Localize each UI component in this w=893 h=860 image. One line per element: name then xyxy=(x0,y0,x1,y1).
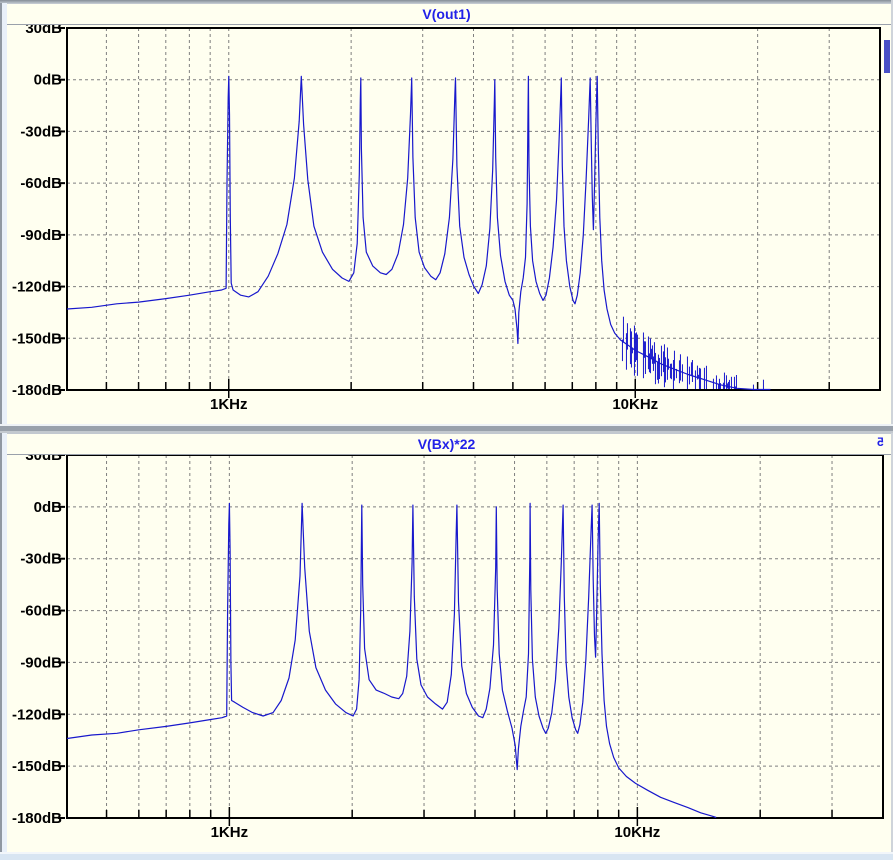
x-tick-label: 1KHz xyxy=(211,824,249,841)
pane2-left-edge xyxy=(0,433,7,852)
plot-canvas-vbx: 30dB0dB-30dB-60dB-90dB-120dB-150dB-180dB… xyxy=(12,447,884,841)
corner-glyph-icon: 5 xyxy=(877,435,884,449)
plot-canvas-vout1: 30dB0dB-30dB-60dB-90dB-120dB-150dB-180dB… xyxy=(12,20,881,413)
y-tick-label: -150dB xyxy=(12,758,62,775)
window-top-edge xyxy=(0,0,893,3)
y-tick-label: -30dB xyxy=(20,123,62,140)
x-tick-label: 10KHz xyxy=(614,824,660,841)
bottom-status-strip xyxy=(0,852,893,860)
trace-vout1[interactable] xyxy=(66,75,771,391)
y-tick-label: -60dB xyxy=(20,603,62,620)
y-tick-label: -180dB xyxy=(12,382,62,399)
y-tick-label: 0dB xyxy=(34,499,63,516)
y-tick-label: -60dB xyxy=(20,175,62,192)
plot-pane-vbx: 30dB 0dB -30dB -60dB -90dB -120dB -150dB -180dB… xyxy=(0,433,893,852)
plot1-title[interactable]: V(out1) xyxy=(422,6,471,22)
y-tick-label: -120dB xyxy=(12,706,62,723)
plot1-title-bar[interactable]: V(out1) xyxy=(0,3,893,25)
y-tick-label: -150dB xyxy=(12,330,62,347)
scrollbar-thumb[interactable] xyxy=(884,40,890,73)
y-tick-label: -90dB xyxy=(20,654,62,671)
x-tick-label: 10KHz xyxy=(612,396,658,413)
y-tick-label: 0dB xyxy=(34,72,63,89)
y-tick-label: -30dB xyxy=(20,551,62,568)
plot2-title-bar[interactable]: V(Bx)*22 5 xyxy=(0,433,893,455)
pane-splitter[interactable] xyxy=(0,424,893,433)
trace-vbx22[interactable] xyxy=(66,502,717,819)
y-tick-label: -90dB xyxy=(20,227,62,244)
pane1-left-edge xyxy=(0,3,7,424)
plot-pane-vout1: 30dB 0dB -30dB -60dB -90dB -120dB -150dB -180dB… xyxy=(0,3,893,424)
y-tick-label: -120dB xyxy=(12,279,62,296)
y-tick-label: -180dB xyxy=(12,810,62,827)
x-tick-label: 1KHz xyxy=(210,396,248,413)
plot2-title[interactable]: V(Bx)*22 xyxy=(417,436,476,452)
noise-floor xyxy=(621,316,764,389)
